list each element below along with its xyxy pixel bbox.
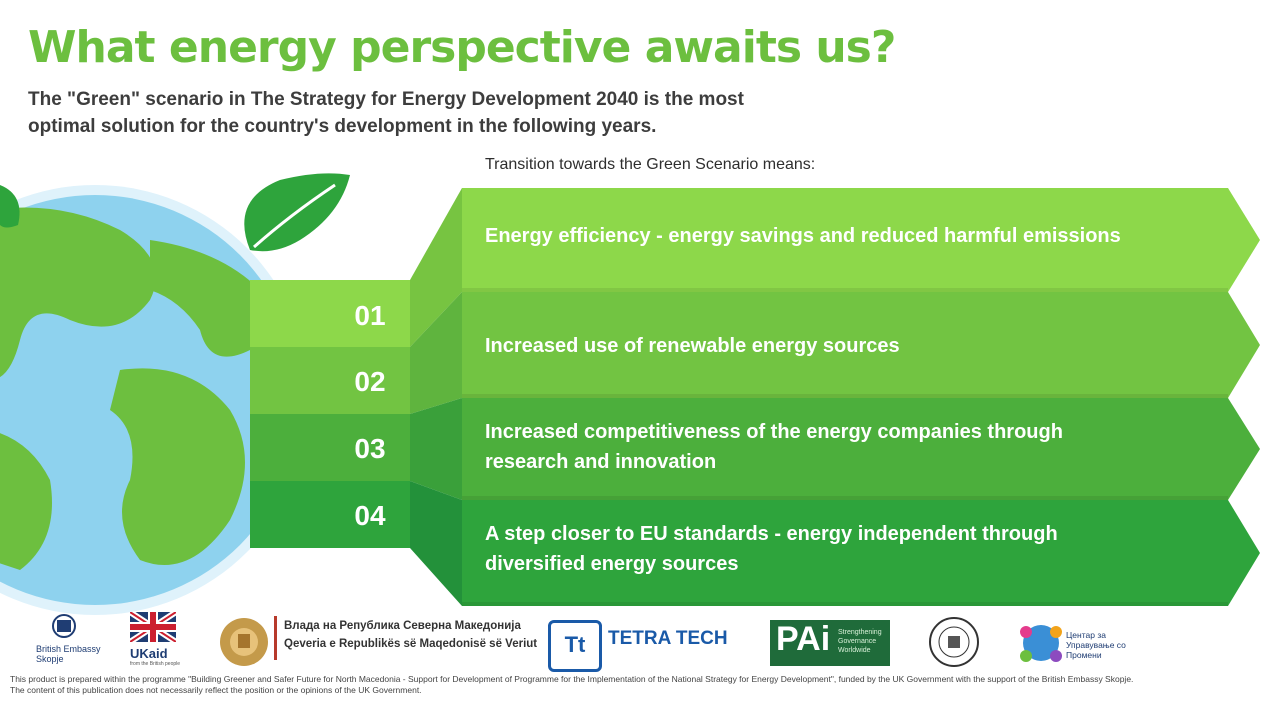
banner-3 [462,398,1260,500]
change-management-label: Центар за Управување со Промени [1066,630,1126,660]
government-emblem-icon [220,618,268,666]
crest-icon [52,614,76,638]
banner-3-shadow [462,496,1228,500]
item-3-text: Increased competitiveness of the energy … [485,421,1063,473]
banner-4 [462,500,1260,606]
tetra-tech-label: TETRA TECH [608,628,728,649]
ukaid-label: UKaid [130,646,168,661]
earth-illustration [0,185,310,615]
banner-4-shadow [462,602,1228,606]
item-2-text: Increased use of renewable energy source… [485,335,900,357]
footer-line-2: The content of this publication does not… [10,685,422,695]
item-1-number: 01 [354,300,386,331]
infographic-art [0,173,1260,615]
footer-line-1: This product is prepared within the prog… [10,674,1134,684]
item-3-number: 03 [354,433,386,464]
union-flag-icon [128,609,178,645]
partner-logos: British Embassy Skopje UKaid from the Br… [0,609,1280,674]
banner-2-shadow [462,394,1228,398]
government-label-sq: Qeveria e Republikës së Maqedonisë së Ve… [284,638,538,650]
footer-disclaimer: This product is prepared within the prog… [10,674,1270,696]
banner-2 [462,292,1260,398]
british-embassy-logo: British Embassy Skopje [36,612,106,674]
item-4-text: A step closer to EU standards - energy i… [485,523,1058,575]
pai-label: PAi [776,620,831,658]
change-management-logo: Центар за Управување со Промени [1016,612,1136,674]
page-title: What energy perspective awaits us? [28,22,896,73]
pai-logo: PAi Strengthening Governance Worldwide [770,612,892,674]
leaf-small-icon [0,185,20,228]
page-subtitle: The "Green" scenario in The Strategy for… [28,89,744,137]
people-circle-icon [1020,625,1062,662]
seal-logo [926,612,982,674]
tetra-tech-logo: Tt TETRA TECH [548,612,738,674]
leaf-icon [244,173,350,252]
ukaid-sublabel: from the British people [130,661,181,667]
item-1-text: Energy efficiency - energy savings and r… [485,225,1121,247]
banner-1 [462,188,1260,292]
british-embassy-label: British Embassy Skopje [36,644,101,664]
pai-sublabel: Strengthening Governance Worldwide [838,629,882,654]
ukaid-logo: UKaid from the British people [128,609,190,674]
item-4-number: 04 [354,500,386,531]
seal-icon [929,617,979,667]
lead-text: Transition towards the Green Scenario me… [485,156,816,173]
banner-1-shadow [462,288,1228,292]
government-logo: Влада на Република Северна Македонија Qe… [216,612,537,674]
item-2-number: 02 [354,366,386,397]
tetra-tech-mark-icon: Tt [548,620,602,672]
government-label-mk: Влада на Република Северна Македонија [284,620,521,632]
number-strip [250,280,410,548]
